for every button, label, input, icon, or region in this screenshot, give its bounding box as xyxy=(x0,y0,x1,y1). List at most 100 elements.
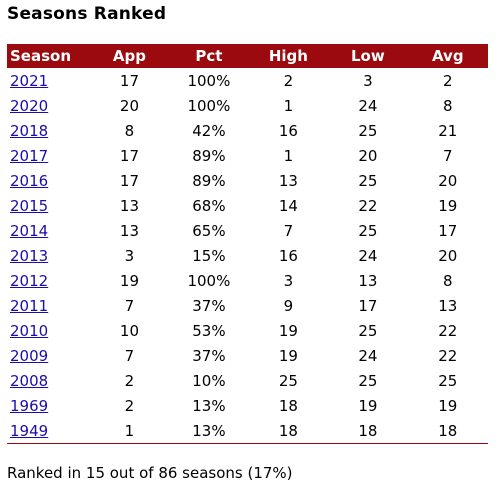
avg-cell: 8 xyxy=(443,271,453,290)
app-cell: 17 xyxy=(119,171,139,190)
season-cell: 1969 xyxy=(7,393,90,418)
header-app: App xyxy=(89,44,170,68)
low-cell: 18 xyxy=(328,418,408,444)
season-cell: 2011 xyxy=(7,293,90,318)
season-link[interactable]: 2016 xyxy=(10,171,49,190)
season-link[interactable]: 1969 xyxy=(10,396,49,415)
avg-cell: 19 xyxy=(438,196,458,215)
app-cell: 2 xyxy=(124,371,135,390)
season-link[interactable]: 2015 xyxy=(10,196,49,215)
high-cell: 13 xyxy=(278,171,298,190)
table-row: 2016 17 89% 13 25 20 xyxy=(7,168,488,193)
high-cell: 19 xyxy=(278,321,298,340)
app-cell: 17 xyxy=(119,146,139,165)
low-cell: 25 xyxy=(358,171,378,190)
avg-cell: 8 xyxy=(443,96,453,115)
page-title: Seasons Ranked xyxy=(7,4,167,24)
pct-cell: 89% xyxy=(192,146,226,165)
season-link[interactable]: 2009 xyxy=(10,346,49,365)
app-cell: 7 xyxy=(124,346,135,365)
table-row: 2017 17 89% 1 20 7 xyxy=(7,143,488,168)
season-cell: 2016 xyxy=(7,168,90,193)
low-cell: 25 xyxy=(358,121,378,140)
pct-cell: 15% xyxy=(192,246,226,265)
table-row: 2012 19 100% 3 13 8 xyxy=(7,268,488,293)
header-avg: Avg xyxy=(407,44,488,68)
season-link[interactable]: 2011 xyxy=(10,296,49,315)
pct-cell: 65% xyxy=(192,221,226,240)
avg-cell: 17 xyxy=(438,221,458,240)
pct-cell: 37% xyxy=(192,346,226,365)
season-link[interactable]: 1949 xyxy=(10,421,49,440)
high-cell: 14 xyxy=(278,196,298,215)
season-cell: 2020 xyxy=(7,93,90,118)
pct-cell: 100% xyxy=(187,96,231,115)
avg-cell: 20 xyxy=(438,171,458,190)
avg-cell: 18 xyxy=(407,418,488,444)
avg-cell: 20 xyxy=(438,246,458,265)
table-row: 2011 7 37% 9 17 13 xyxy=(7,293,488,318)
season-link[interactable]: 2013 xyxy=(10,246,49,265)
season-cell: 2008 xyxy=(7,368,90,393)
header-high: High xyxy=(248,44,329,68)
pct-cell: 13% xyxy=(169,418,249,444)
season-cell: 2015 xyxy=(7,193,90,218)
pct-cell: 37% xyxy=(192,296,226,315)
season-link[interactable]: 2021 xyxy=(10,71,49,90)
season-cell: 2013 xyxy=(7,243,90,268)
low-cell: 25 xyxy=(358,221,378,240)
table-row: 1949 1 13% 18 18 18 xyxy=(7,418,488,444)
low-cell: 19 xyxy=(358,396,378,415)
header-pct: Pct xyxy=(169,44,249,68)
high-cell: 18 xyxy=(248,418,329,444)
high-cell: 1 xyxy=(283,96,294,115)
table-row: 2014 13 65% 7 25 17 xyxy=(7,218,488,243)
season-link[interactable]: 2020 xyxy=(10,96,49,115)
low-cell: 22 xyxy=(358,196,378,215)
high-cell: 19 xyxy=(278,346,298,365)
avg-cell: 13 xyxy=(438,296,458,315)
header-low: Low xyxy=(328,44,408,68)
header-season: Season xyxy=(7,44,90,68)
season-link[interactable]: 2014 xyxy=(10,221,49,240)
season-link[interactable]: 2008 xyxy=(10,371,49,390)
high-cell: 25 xyxy=(278,371,298,390)
high-cell: 1 xyxy=(283,146,294,165)
avg-cell: 21 xyxy=(438,121,458,140)
low-cell: 25 xyxy=(358,321,378,340)
app-cell: 20 xyxy=(119,96,139,115)
app-cell: 13 xyxy=(119,196,139,215)
table-row: 2013 3 15% 16 24 20 xyxy=(7,243,488,268)
avg-cell: 22 xyxy=(438,321,458,340)
pct-cell: 68% xyxy=(192,196,226,215)
app-cell: 13 xyxy=(119,221,139,240)
table-row: 2008 2 10% 25 25 25 xyxy=(7,368,488,393)
season-link[interactable]: 2010 xyxy=(10,321,49,340)
low-cell: 20 xyxy=(358,146,378,165)
season-cell: 2017 xyxy=(7,143,90,168)
season-link[interactable]: 2017 xyxy=(10,146,49,165)
pct-cell: 100% xyxy=(187,271,231,290)
app-cell: 17 xyxy=(119,71,139,90)
season-link[interactable]: 2018 xyxy=(10,121,49,140)
pct-cell: 42% xyxy=(192,121,226,140)
low-cell: 17 xyxy=(358,296,378,315)
seasons-table: Season App Pct High Low Avg 2021 17 100% 2 3… xyxy=(7,44,488,444)
table-row: 2009 7 37% 19 24 22 xyxy=(7,343,488,368)
low-cell: 24 xyxy=(358,346,378,365)
season-link[interactable]: 2012 xyxy=(10,271,49,290)
season-cell: 2012 xyxy=(7,268,90,293)
table-row: 2021 17 100% 2 3 2 xyxy=(7,68,488,93)
table-body: 2021 17 100% 2 3 2 2020 20 100% 1 24 8 2018 8 42% 16 25 2… xyxy=(7,68,488,444)
header-row: Season App Pct High Low Avg xyxy=(7,44,488,68)
pct-cell: 89% xyxy=(192,171,226,190)
high-cell: 16 xyxy=(278,121,298,140)
avg-cell: 25 xyxy=(438,371,458,390)
app-cell: 19 xyxy=(119,271,139,290)
app-cell: 2 xyxy=(124,396,135,415)
avg-cell: 2 xyxy=(443,71,453,90)
table-header: Season App Pct High Low Avg xyxy=(7,44,488,68)
season-cell: 1949 xyxy=(7,418,90,444)
season-cell: 2018 xyxy=(7,118,90,143)
pct-cell: 100% xyxy=(187,71,231,90)
